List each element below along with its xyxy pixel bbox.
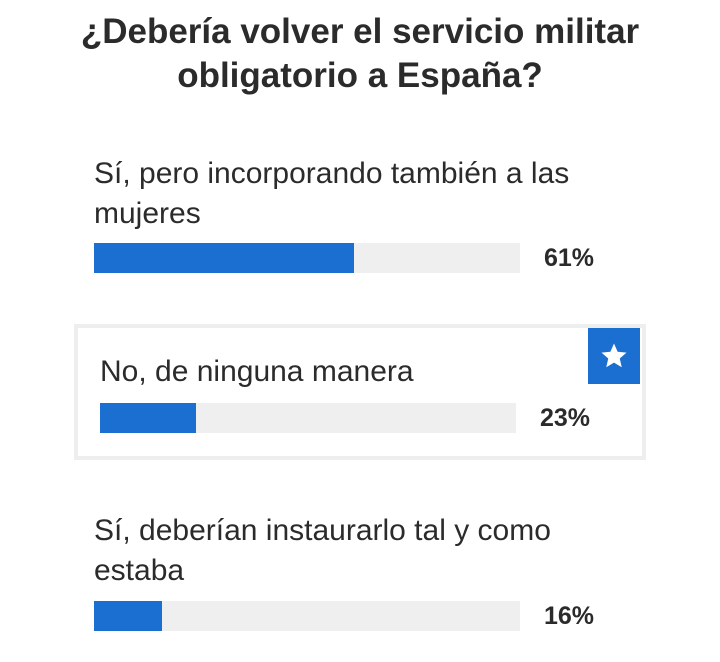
poll-result-row: 61% bbox=[94, 243, 614, 275]
result-bar-fill bbox=[94, 243, 354, 273]
result-percent: 61% bbox=[544, 244, 595, 272]
result-bar-track bbox=[100, 403, 516, 433]
poll-option: No, de ninguna manera 23% bbox=[100, 352, 620, 435]
poll-option-label: Sí, deberían instaurarlo tal y como esta… bbox=[94, 514, 551, 587]
poll-result-row: 23% bbox=[100, 403, 620, 435]
result-percent: 16% bbox=[544, 602, 595, 630]
poll-option-label: Sí, pero incorporando también a las muje… bbox=[94, 157, 570, 230]
poll-option-label: No, de ninguna manera bbox=[100, 355, 414, 388]
poll-title: ¿Debería volver el servicio militar obli… bbox=[80, 12, 640, 95]
star-badge bbox=[588, 328, 640, 384]
result-bar-fill bbox=[100, 403, 196, 433]
result-percent: 23% bbox=[540, 404, 591, 432]
star-icon bbox=[601, 343, 627, 368]
result-bar-track bbox=[94, 601, 520, 631]
highlighted-option-box bbox=[74, 324, 646, 460]
result-bar-track bbox=[94, 243, 520, 273]
poll-option: Sí, pero incorporando también a las muje… bbox=[94, 154, 614, 275]
result-bar-fill bbox=[94, 601, 163, 631]
poll-result-row: 16% bbox=[94, 601, 614, 633]
poll-option: Sí, deberían instaurarlo tal y como esta… bbox=[94, 511, 614, 633]
